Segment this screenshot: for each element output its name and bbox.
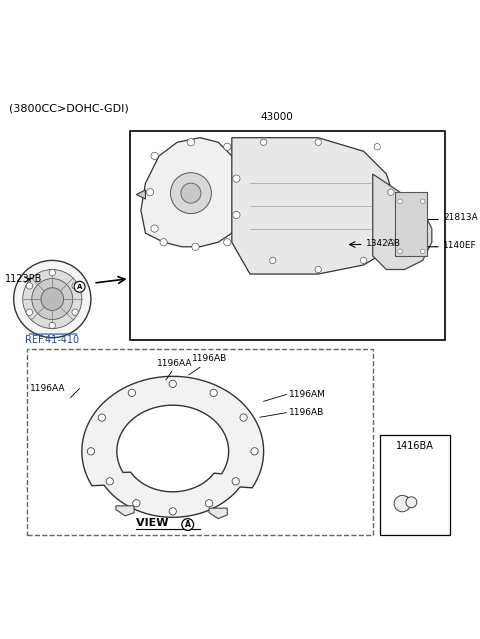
Circle shape (315, 266, 322, 273)
Circle shape (26, 309, 33, 316)
Circle shape (374, 144, 381, 150)
Text: 1416BA: 1416BA (396, 442, 433, 451)
Text: A: A (185, 520, 191, 529)
Text: (3800CC>DOHC-GDI): (3800CC>DOHC-GDI) (9, 104, 129, 114)
Circle shape (420, 249, 425, 254)
Circle shape (398, 199, 402, 204)
Circle shape (192, 243, 199, 250)
Circle shape (151, 225, 158, 232)
Circle shape (224, 238, 231, 246)
Circle shape (394, 495, 410, 512)
Circle shape (233, 212, 240, 219)
Circle shape (169, 507, 176, 515)
Circle shape (13, 261, 91, 337)
Text: 1196AM: 1196AM (288, 390, 325, 399)
Polygon shape (136, 190, 145, 199)
Text: 1196AB: 1196AB (288, 408, 324, 417)
Bar (27, 349, 373, 535)
Circle shape (49, 322, 56, 328)
Circle shape (360, 258, 367, 264)
Circle shape (398, 249, 402, 254)
Circle shape (232, 478, 240, 485)
Polygon shape (116, 506, 134, 516)
Circle shape (233, 175, 240, 182)
Circle shape (205, 500, 213, 507)
Text: A: A (77, 284, 82, 289)
Text: REF.41-410: REF.41-410 (25, 335, 79, 346)
Circle shape (420, 199, 425, 204)
Text: 1196AB: 1196AB (192, 353, 227, 363)
Circle shape (87, 448, 95, 455)
Circle shape (182, 519, 193, 530)
Circle shape (251, 448, 258, 455)
Polygon shape (209, 508, 227, 519)
Text: 1140EF: 1140EF (443, 241, 477, 250)
Circle shape (128, 389, 135, 396)
Polygon shape (232, 137, 396, 274)
Circle shape (160, 238, 167, 246)
Circle shape (224, 143, 231, 150)
Circle shape (315, 139, 322, 146)
Circle shape (270, 258, 276, 264)
Circle shape (106, 478, 113, 485)
Bar (130, 131, 445, 340)
Circle shape (98, 414, 106, 421)
Polygon shape (117, 405, 228, 492)
Text: 43000: 43000 (261, 112, 294, 122)
Circle shape (240, 414, 247, 421)
Circle shape (133, 500, 140, 507)
Circle shape (170, 173, 211, 213)
Text: 1342AB: 1342AB (366, 238, 401, 248)
Circle shape (151, 152, 158, 160)
Circle shape (210, 389, 217, 396)
Circle shape (388, 239, 394, 245)
Circle shape (49, 270, 56, 276)
Circle shape (26, 282, 33, 289)
Circle shape (169, 380, 176, 387)
Text: 1123PB: 1123PB (4, 273, 42, 284)
Bar (396, 192, 427, 256)
Text: 1196AA: 1196AA (30, 384, 65, 393)
Circle shape (406, 497, 417, 507)
Polygon shape (82, 376, 264, 518)
Circle shape (388, 189, 394, 196)
Circle shape (41, 288, 64, 311)
Circle shape (146, 189, 154, 196)
Circle shape (261, 139, 267, 146)
Text: 1196AA: 1196AA (157, 359, 193, 368)
Circle shape (74, 281, 85, 292)
Bar (380, 435, 450, 535)
Polygon shape (141, 137, 245, 247)
Polygon shape (373, 174, 432, 270)
Circle shape (72, 282, 78, 289)
Circle shape (72, 309, 78, 316)
Circle shape (187, 139, 194, 146)
Circle shape (181, 183, 201, 203)
Circle shape (32, 279, 73, 320)
Circle shape (23, 270, 82, 328)
Text: VIEW: VIEW (136, 518, 173, 528)
Text: 21813A: 21813A (443, 213, 478, 222)
